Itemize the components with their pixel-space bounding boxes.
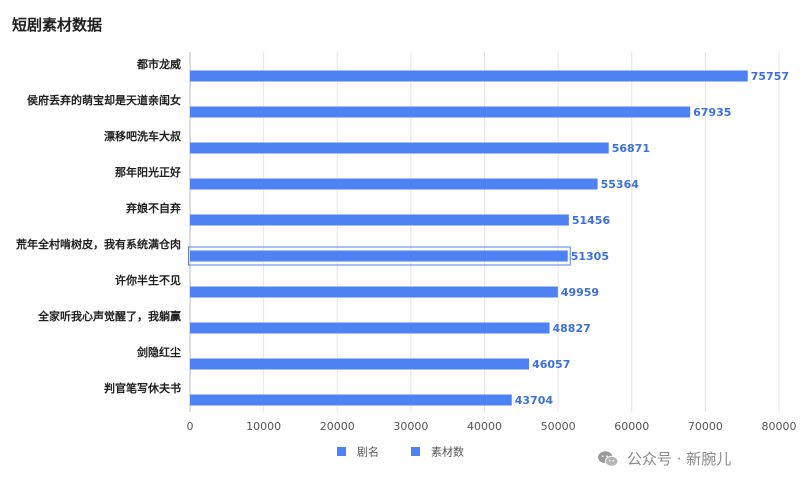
value-label: 56871 (612, 142, 650, 155)
legend-label: 素材数 (431, 445, 464, 459)
x-tick-label: 20000 (320, 420, 355, 433)
x-tick-label: 60000 (614, 420, 649, 433)
value-label: 48827 (552, 322, 590, 335)
wechat-icon (598, 450, 619, 467)
x-tick-label: 10000 (246, 420, 281, 433)
category-label: 弃娘不自弃 (125, 201, 181, 215)
value-label: 55364 (601, 178, 640, 191)
x-tick-label: 50000 (541, 420, 576, 433)
bar (190, 214, 569, 226)
category-label: 全家听我心声觉醒了，我躺赢 (37, 309, 181, 323)
x-tick-labels: 0 10000 20000 30000 40000 50000 60000 70000 8000… (187, 420, 797, 433)
gridlines (189, 52, 780, 412)
chart-title: 短剧素材数据 (12, 16, 103, 34)
bar (190, 286, 558, 298)
value-label: 75757 (751, 70, 789, 83)
x-tick-label: 0 (187, 420, 194, 433)
watermark: 公众号 · 新腕儿 (597, 448, 731, 469)
bar (190, 142, 609, 154)
x-tick-label: 70000 (688, 420, 723, 433)
legend-label: 剧名 (357, 445, 379, 459)
category-label: 侯府丢弃的萌宝却是天道亲闺女 (27, 93, 181, 107)
bar (190, 250, 568, 262)
highlight-frame (188, 246, 571, 266)
x-tick-label: 30000 (393, 420, 428, 433)
legend-swatch (337, 447, 346, 456)
bar (190, 70, 748, 82)
value-label: 46057 (532, 358, 570, 371)
bar (190, 178, 598, 190)
bars (188, 70, 748, 406)
category-label: 都市龙威 (136, 57, 181, 71)
value-label: 67935 (693, 106, 731, 119)
category-label: 那年阳光正好 (115, 165, 181, 179)
value-label: 43704 (515, 394, 554, 407)
bar (190, 322, 550, 334)
category-labels: 都市龙威侯府丢弃的萌宝却是天道亲闺女漂移吧洗车大叔那年阳光正好弃娘不自弃荒年全村… (15, 57, 182, 395)
category-label: 判官笔写休夫书 (104, 381, 181, 395)
value-label: 51456 (572, 214, 611, 227)
x-tick-label: 80000 (762, 420, 797, 433)
bar (190, 106, 691, 118)
category-label: 荒年全村啃树皮，我有系统满仓肉 (15, 237, 181, 251)
category-label: 许你半生不见 (115, 273, 181, 287)
legend-swatch (411, 447, 420, 456)
value-labels: 75757 67935 56871 55364 51456 51305 49959 48827… (515, 70, 789, 407)
category-label: 剑隐红尘 (136, 345, 181, 359)
watermark-text: 公众号 · 新腕儿 (627, 450, 732, 468)
legend: 剧名 素材数 (337, 445, 464, 459)
value-label: 51305 (571, 250, 609, 263)
category-label: 漂移吧洗车大叔 (104, 129, 182, 143)
x-tick-label: 40000 (467, 420, 502, 433)
bar (190, 394, 512, 406)
bar (190, 358, 530, 370)
value-label: 49959 (561, 286, 599, 299)
